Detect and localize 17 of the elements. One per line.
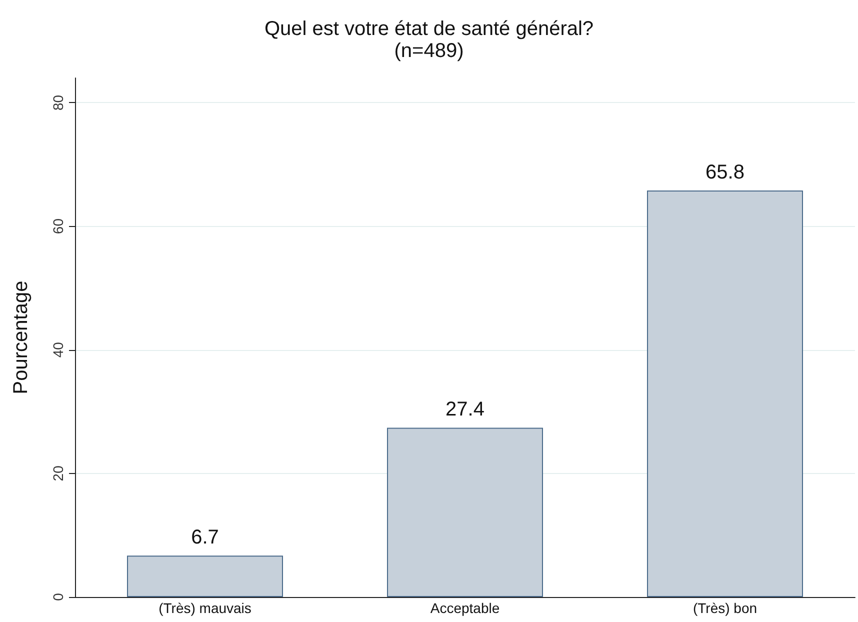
x-tick-label: Acceptable [430, 600, 500, 616]
chart-title: Quel est votre état de santé général? [264, 18, 594, 40]
y-tick-label: 40 [50, 342, 66, 358]
bar [387, 428, 543, 597]
y-tick-label: 0 [50, 592, 66, 601]
bar [647, 190, 803, 597]
bar [127, 556, 283, 597]
chart-subtitle: (n=489) [394, 40, 464, 62]
x-tick-label: (Très) mauvais [158, 600, 252, 616]
y-axis-title: Pourcentage [10, 280, 32, 394]
data-label: 65.8 [706, 161, 744, 184]
y-tick-label: 60 [50, 218, 66, 234]
y-tick-label: 80 [50, 94, 66, 111]
data-label: 27.4 [446, 398, 484, 421]
y-tick-label: 20 [50, 465, 66, 482]
x-tick-label: (Très) bon [692, 600, 758, 616]
data-label: 6.7 [191, 526, 219, 549]
